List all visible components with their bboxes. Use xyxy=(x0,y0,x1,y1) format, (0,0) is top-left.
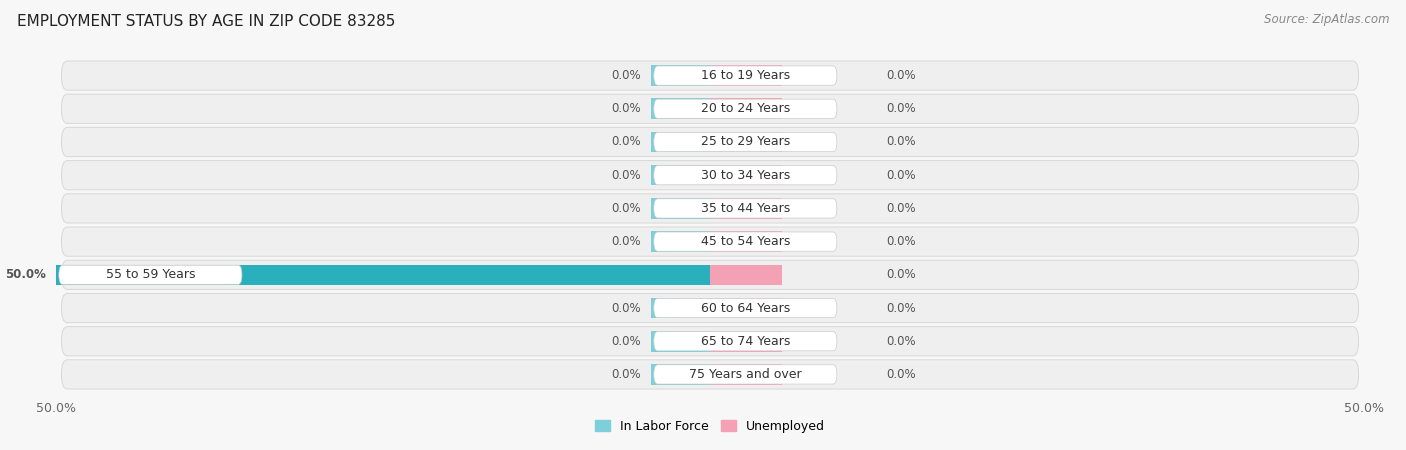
Text: 75 Years and over: 75 Years and over xyxy=(689,368,801,381)
Text: 0.0%: 0.0% xyxy=(612,368,641,381)
Bar xyxy=(710,132,782,152)
Text: 0.0%: 0.0% xyxy=(887,302,917,315)
FancyBboxPatch shape xyxy=(654,298,837,318)
FancyBboxPatch shape xyxy=(654,199,837,218)
Bar xyxy=(710,364,782,385)
Bar xyxy=(651,132,710,152)
Bar xyxy=(710,165,782,185)
FancyBboxPatch shape xyxy=(654,99,837,118)
Text: 0.0%: 0.0% xyxy=(612,69,641,82)
Bar xyxy=(710,99,782,119)
Text: Source: ZipAtlas.com: Source: ZipAtlas.com xyxy=(1264,14,1389,27)
Text: 0.0%: 0.0% xyxy=(612,335,641,348)
Bar xyxy=(651,198,710,219)
FancyBboxPatch shape xyxy=(62,293,1358,323)
Bar xyxy=(651,99,710,119)
Text: 0.0%: 0.0% xyxy=(612,102,641,115)
FancyBboxPatch shape xyxy=(62,161,1358,190)
Text: 0.0%: 0.0% xyxy=(887,268,917,281)
FancyBboxPatch shape xyxy=(654,365,837,384)
Bar xyxy=(710,231,782,252)
FancyBboxPatch shape xyxy=(62,194,1358,223)
Text: 0.0%: 0.0% xyxy=(887,335,917,348)
Text: 50.0%: 50.0% xyxy=(4,268,46,281)
Text: 0.0%: 0.0% xyxy=(612,135,641,148)
Bar xyxy=(651,331,710,351)
FancyBboxPatch shape xyxy=(59,265,242,284)
Text: 0.0%: 0.0% xyxy=(887,368,917,381)
Bar xyxy=(651,364,710,385)
FancyBboxPatch shape xyxy=(654,132,837,152)
FancyBboxPatch shape xyxy=(62,94,1358,123)
Text: 0.0%: 0.0% xyxy=(887,135,917,148)
FancyBboxPatch shape xyxy=(62,260,1358,289)
Text: 0.0%: 0.0% xyxy=(887,102,917,115)
Bar xyxy=(651,165,710,185)
Bar xyxy=(710,65,782,86)
FancyBboxPatch shape xyxy=(62,127,1358,157)
Bar xyxy=(651,298,710,318)
Bar xyxy=(710,298,782,318)
FancyBboxPatch shape xyxy=(654,166,837,185)
Text: 65 to 74 Years: 65 to 74 Years xyxy=(700,335,790,348)
Text: 45 to 54 Years: 45 to 54 Years xyxy=(700,235,790,248)
Bar xyxy=(710,265,782,285)
FancyBboxPatch shape xyxy=(62,61,1358,90)
FancyBboxPatch shape xyxy=(62,327,1358,356)
Text: 20 to 24 Years: 20 to 24 Years xyxy=(700,102,790,115)
Bar xyxy=(651,231,710,252)
Bar xyxy=(710,331,782,351)
Bar xyxy=(56,265,710,285)
Text: 0.0%: 0.0% xyxy=(612,169,641,182)
FancyBboxPatch shape xyxy=(654,66,837,85)
Text: 60 to 64 Years: 60 to 64 Years xyxy=(700,302,790,315)
Text: 30 to 34 Years: 30 to 34 Years xyxy=(700,169,790,182)
Text: 0.0%: 0.0% xyxy=(887,169,917,182)
Text: 16 to 19 Years: 16 to 19 Years xyxy=(700,69,790,82)
FancyBboxPatch shape xyxy=(654,232,837,251)
Text: EMPLOYMENT STATUS BY AGE IN ZIP CODE 83285: EMPLOYMENT STATUS BY AGE IN ZIP CODE 832… xyxy=(17,14,395,28)
Text: 0.0%: 0.0% xyxy=(612,302,641,315)
FancyBboxPatch shape xyxy=(654,332,837,351)
Text: 0.0%: 0.0% xyxy=(887,235,917,248)
FancyBboxPatch shape xyxy=(62,360,1358,389)
Text: 0.0%: 0.0% xyxy=(887,69,917,82)
Text: 0.0%: 0.0% xyxy=(612,202,641,215)
Bar xyxy=(710,198,782,219)
Text: 0.0%: 0.0% xyxy=(612,235,641,248)
Legend: In Labor Force, Unemployed: In Labor Force, Unemployed xyxy=(591,414,830,438)
Text: 55 to 59 Years: 55 to 59 Years xyxy=(105,268,195,281)
Bar xyxy=(651,65,710,86)
Text: 25 to 29 Years: 25 to 29 Years xyxy=(700,135,790,148)
Text: 0.0%: 0.0% xyxy=(887,202,917,215)
Text: 35 to 44 Years: 35 to 44 Years xyxy=(700,202,790,215)
FancyBboxPatch shape xyxy=(62,227,1358,256)
